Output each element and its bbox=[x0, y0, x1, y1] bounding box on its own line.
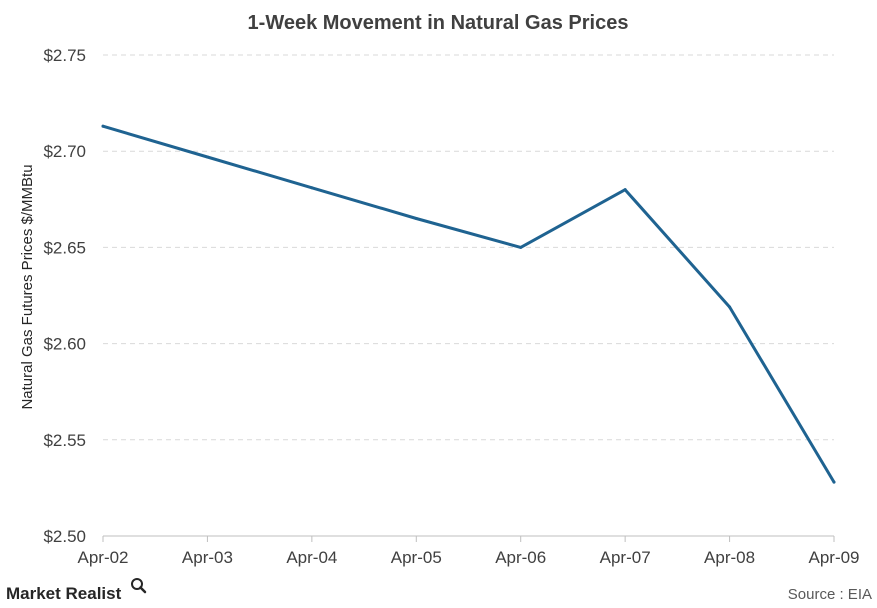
x-tick-label: Apr-03 bbox=[182, 548, 233, 567]
data-point bbox=[205, 155, 209, 159]
y-tick-label: $2.60 bbox=[43, 335, 86, 354]
y-axis-label: Natural Gas Futures Prices $/MMBtu bbox=[19, 164, 36, 409]
x-tick-label: Apr-06 bbox=[495, 548, 546, 567]
gridlines bbox=[103, 54, 834, 441]
data-point bbox=[310, 186, 314, 190]
data-point bbox=[728, 305, 732, 309]
brand-name: Market Realist bbox=[6, 584, 122, 603]
data-point bbox=[832, 480, 836, 484]
brand-logo: Market Realist bbox=[6, 578, 147, 603]
data-point bbox=[623, 188, 627, 192]
x-tick-label: Apr-08 bbox=[704, 548, 755, 567]
data-point bbox=[519, 245, 523, 249]
y-axis-ticks: $2.50 $2.55 $2.60 $2.65 $2.70 $2.75 bbox=[43, 46, 86, 546]
y-tick-label: $2.55 bbox=[43, 431, 86, 450]
magnifier-icon bbox=[131, 578, 147, 594]
y-tick-label: $2.70 bbox=[43, 142, 86, 161]
y-tick-label: $2.50 bbox=[43, 527, 86, 546]
series-line bbox=[101, 124, 836, 484]
x-axis-ticks: Apr-02 Apr-03 Apr-04 Apr-05 Apr-06 Apr-07 Apr-… bbox=[77, 536, 860, 567]
data-point bbox=[101, 124, 105, 128]
x-tick-label: Apr-02 bbox=[77, 548, 128, 567]
x-tick-label: Apr-07 bbox=[600, 548, 651, 567]
x-tick-label: Apr-09 bbox=[808, 548, 859, 567]
data-point bbox=[414, 217, 418, 221]
y-tick-label: $2.65 bbox=[43, 238, 86, 257]
x-tick-label: Apr-05 bbox=[391, 548, 442, 567]
y-tick-label: $2.75 bbox=[43, 46, 86, 65]
chart-title: 1-Week Movement in Natural Gas Prices bbox=[248, 12, 629, 34]
x-tick-label: Apr-04 bbox=[286, 548, 337, 567]
series-layer bbox=[101, 124, 836, 484]
source-note: Source : EIA bbox=[788, 586, 872, 603]
